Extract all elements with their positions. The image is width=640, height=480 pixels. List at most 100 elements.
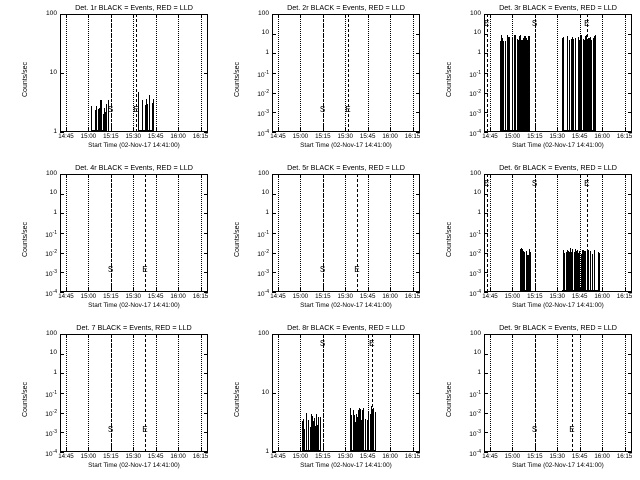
x-tick-label: 15:00 [504, 453, 521, 460]
data-spike [572, 248, 573, 291]
x-tick-label: 16:00 [594, 453, 610, 460]
y-tick-label: 10-2 [45, 249, 57, 259]
data-spike [579, 251, 580, 291]
x-tick-mark [88, 128, 90, 132]
y-tick-mark [628, 92, 632, 94]
x-gridline [489, 14, 491, 132]
x-tick-mark [624, 448, 626, 452]
y-tick-label: 10-1 [45, 389, 57, 399]
x-tick-label: 14:45 [482, 133, 498, 140]
data-spike [575, 37, 576, 131]
x-tick-mark [602, 334, 604, 338]
data-baseline [302, 450, 320, 451]
marker-label-e: E [133, 105, 139, 114]
y-tick-mark [60, 14, 64, 15]
x-tick-mark [512, 448, 514, 452]
y-tick-label: 10-1 [257, 229, 269, 239]
x-gridline [88, 174, 90, 292]
data-spike [152, 102, 153, 131]
data-spike [359, 408, 360, 451]
y-tick-label: 10-1 [469, 229, 481, 239]
data-baseline [562, 130, 595, 131]
data-spike [515, 35, 516, 131]
data-spike [529, 248, 530, 291]
y-axis-label: Counts/sec [446, 381, 453, 417]
x-tick-mark [345, 334, 347, 338]
data-spike [360, 409, 361, 451]
x-tick-mark [557, 128, 559, 132]
data-spike [575, 248, 576, 291]
x-tick-label: 15:00 [292, 133, 309, 140]
data-spike [503, 41, 504, 131]
x-tick-label: 15:45 [571, 133, 588, 140]
y-tick-label: 10 [49, 349, 57, 357]
x-tick-mark [65, 128, 67, 132]
y-tick-label: 10-3 [469, 268, 481, 279]
y-tick-mark [272, 73, 276, 74]
x-tick-mark [178, 174, 180, 178]
y-tick-label: 10-1 [469, 69, 481, 79]
y-tick-mark [60, 73, 64, 74]
y-tick-label: 10-3 [469, 428, 481, 439]
x-axis-label: Start Time (02-Nov-17 14:41:00) [88, 302, 180, 309]
y-tick-mark [484, 272, 488, 274]
data-spike [599, 252, 600, 291]
x-tick-mark [178, 448, 180, 452]
data-baseline [91, 130, 107, 131]
x-axis-label: Start Time (02-Nov-17 14:41:00) [512, 142, 604, 149]
x-gridline [412, 14, 414, 132]
x-tick-mark [345, 174, 347, 178]
y-tick-mark [484, 213, 488, 215]
y-tick-mark [416, 73, 420, 74]
data-spike [101, 100, 102, 131]
x-tick-mark [133, 334, 135, 338]
x-gridline [512, 334, 514, 452]
y-tick-mark [204, 393, 208, 394]
data-spike [595, 35, 596, 131]
y-tick-mark [484, 112, 488, 114]
x-tick-mark [412, 174, 414, 178]
data-spike [522, 249, 523, 291]
y-tick-mark [484, 373, 488, 375]
x-gridline [624, 334, 626, 452]
x-tick-mark [579, 14, 581, 18]
y-tick-label: 10-1 [257, 69, 269, 79]
x-tick-label: 15:15 [103, 293, 119, 300]
data-spike [524, 35, 525, 131]
y-tick-mark [628, 112, 632, 114]
y-tick-mark [204, 233, 208, 234]
y-tick-mark [484, 14, 488, 15]
x-tick-label: 16:15 [404, 293, 421, 300]
y-tick-label: 10-3 [45, 428, 57, 439]
x-tick-mark [345, 14, 347, 18]
data-spike [589, 37, 590, 131]
x-gridline [200, 14, 202, 132]
y-tick-mark [416, 53, 420, 55]
x-tick-mark [489, 334, 491, 338]
x-tick-label: 15:15 [315, 453, 331, 460]
data-baseline [562, 290, 599, 291]
x-tick-label: 15:30 [549, 453, 565, 460]
x-tick-mark [277, 128, 279, 132]
x-gridline [412, 174, 414, 292]
x-tick-mark [88, 14, 90, 18]
x-tick-mark [624, 14, 626, 18]
data-spike [103, 113, 104, 131]
data-spike [518, 39, 519, 131]
y-tick-label: 1 [477, 368, 481, 376]
y-tick-label: 10-4 [257, 128, 269, 138]
data-spike [138, 91, 139, 131]
data-spike [149, 94, 150, 131]
x-axis-label: Start Time (02-Nov-17 14:41:00) [512, 302, 604, 309]
x-tick-mark [367, 174, 369, 178]
marker-line-s [322, 334, 324, 452]
y-tick-mark [60, 233, 64, 234]
x-tick-mark [579, 448, 581, 452]
y-tick-label: 10-2 [469, 249, 481, 259]
y-tick-mark [272, 132, 276, 133]
y-tick-mark [204, 272, 208, 274]
data-spike [583, 39, 584, 131]
y-tick-mark [416, 33, 420, 35]
